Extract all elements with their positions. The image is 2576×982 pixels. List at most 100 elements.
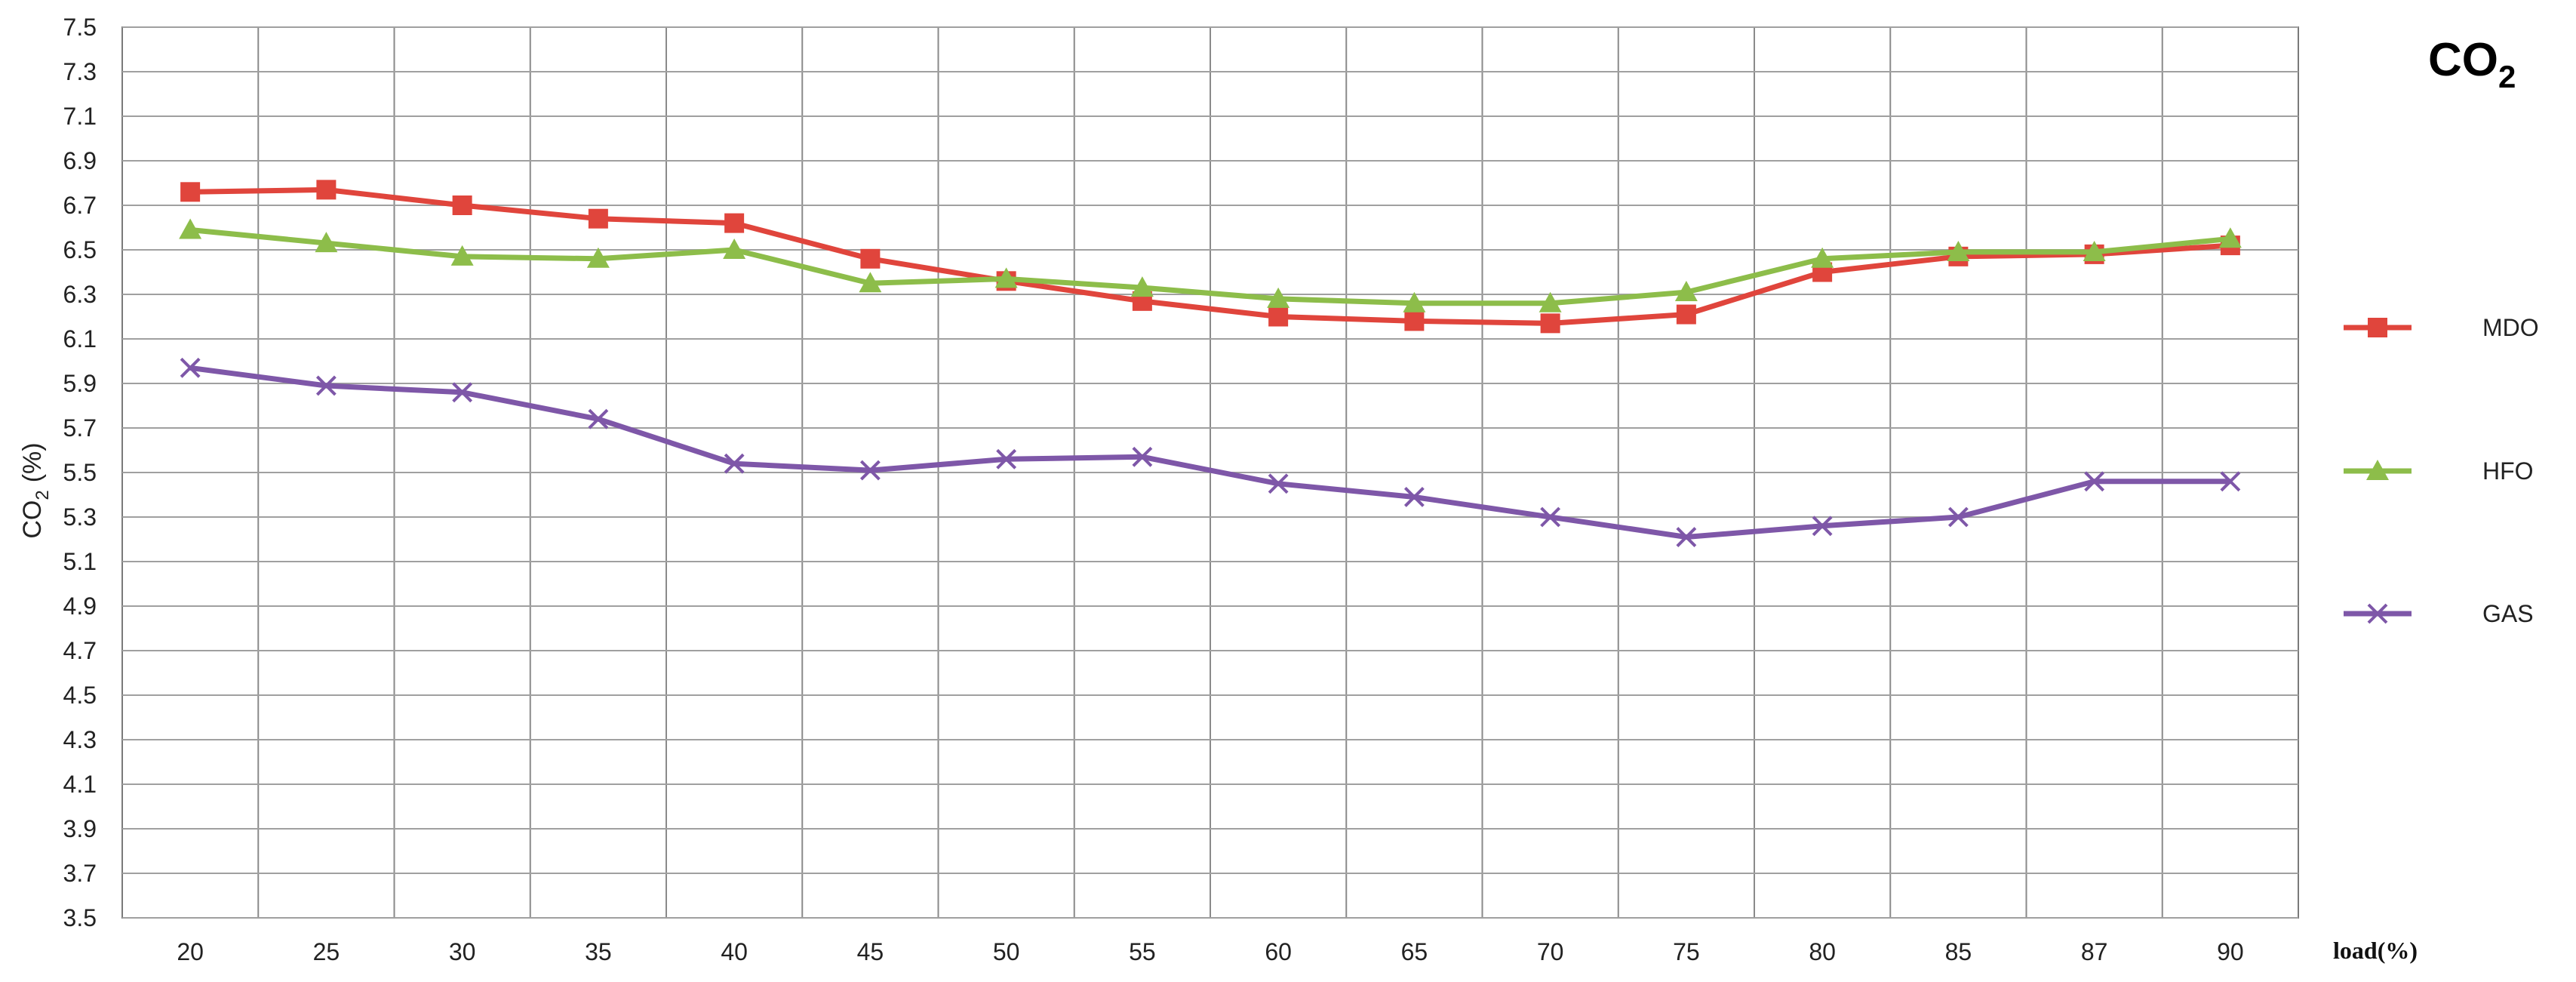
legend-item-mdo: MDO [2344, 314, 2539, 341]
legend-label-mdo: MDO [2482, 314, 2539, 341]
y-tick-label: 5.3 [63, 503, 97, 531]
y-tick-label: 4.7 [63, 637, 97, 664]
data-point-hfo [1674, 281, 1698, 302]
legend-marker-gas [2367, 603, 2388, 624]
data-point-hfo [2218, 227, 2242, 248]
y-tick-label: 7.5 [63, 14, 97, 41]
data-point-mdo [588, 208, 608, 229]
data-point-gas [1947, 506, 1969, 528]
data-point-gas [2084, 471, 2105, 492]
x-tick-label: 55 [1129, 938, 1156, 965]
data-point-gas [588, 408, 609, 429]
x-tick-label: 60 [1265, 938, 1292, 965]
y-axis-label-sub: 2 [32, 490, 53, 500]
y-tick-label: 6.3 [63, 281, 97, 308]
y-axis-label: CO2 (%) [18, 442, 53, 538]
data-point-mdo [1676, 304, 1696, 325]
data-point-hfo [586, 247, 610, 268]
data-point-gas [452, 382, 473, 403]
y-tick-label: 3.9 [63, 815, 97, 842]
data-point-gas [1540, 506, 1561, 528]
x-tick-label: 40 [721, 938, 748, 965]
data-point-hfo [1267, 287, 1290, 308]
data-point-hfo [2083, 240, 2106, 261]
data-point-gas [2220, 471, 2241, 492]
x-tick-label: 70 [1537, 938, 1564, 965]
data-point-hfo [1539, 291, 1562, 312]
series-hfo [179, 218, 2242, 312]
data-point-hfo [450, 245, 474, 266]
series-lines [179, 180, 2242, 547]
data-point-mdo [1540, 313, 1560, 334]
data-point-hfo [1811, 247, 1834, 268]
legend-marker-hfo [2366, 460, 2389, 480]
x-axis-label: load(%) [2333, 937, 2418, 964]
y-tick-label: 6.7 [63, 192, 97, 219]
y-tick-label: 6.5 [63, 236, 97, 263]
data-point-gas [724, 453, 745, 474]
legend: MDO HFO GAS [2344, 314, 2539, 627]
y-tick-label: 4.5 [63, 682, 97, 709]
y-axis-label-main: CO [18, 500, 47, 539]
x-tick-label: 25 [313, 938, 340, 965]
y-tick-label: 5.9 [63, 370, 97, 397]
data-point-hfo [315, 232, 338, 253]
data-point-hfo [723, 239, 746, 259]
data-point-hfo [859, 272, 882, 293]
data-point-mdo [180, 182, 201, 202]
y-tick-label: 6.1 [63, 325, 97, 352]
y-tick-label: 4.9 [63, 593, 97, 620]
x-tick-label: 65 [1401, 938, 1428, 965]
legend-item-hfo: HFO [2344, 457, 2534, 485]
data-point-gas [1132, 446, 1153, 467]
y-tick-label: 3.5 [63, 904, 97, 931]
x-tick-label: 75 [1673, 938, 1700, 965]
legend-label-gas: GAS [2482, 600, 2534, 627]
data-point-mdo [724, 213, 745, 233]
x-tick-label: 30 [449, 938, 476, 965]
data-point-mdo [860, 248, 881, 269]
chart-title: CO2 [2428, 34, 2516, 94]
x-tick-label: 87 [2081, 938, 2108, 965]
data-point-hfo [1130, 276, 1154, 297]
data-point-hfo [179, 218, 202, 239]
y-tick-label: 5.5 [63, 459, 97, 486]
series-line-hfo [189, 227, 2231, 306]
series-gas [180, 357, 2241, 547]
data-point-gas [180, 357, 201, 378]
legend-marker-mdo [2368, 318, 2387, 337]
y-tick-label: 3.7 [63, 860, 97, 887]
series-line-gas [189, 365, 2230, 540]
x-tick-label: 85 [1945, 938, 1972, 965]
y-tick-label: 5.7 [63, 414, 97, 442]
data-point-gas [1812, 516, 1833, 537]
data-point-mdo [452, 195, 472, 215]
data-point-gas [996, 448, 1017, 469]
x-tick-label: 35 [585, 938, 612, 965]
legend-item-gas: GAS [2344, 600, 2534, 627]
data-point-hfo [1947, 240, 1970, 261]
y-axis-label-unit: (%) [18, 442, 47, 482]
y-tick-label: 4.1 [63, 771, 97, 798]
y-tick-label: 7.1 [63, 103, 97, 130]
grid-lines [121, 26, 2299, 919]
data-point-mdo [316, 180, 337, 200]
data-point-gas [1676, 527, 1697, 547]
x-tick-label: 20 [177, 938, 204, 965]
y-tick-label: 5.1 [63, 548, 97, 575]
y-axis-ticks: 3.5 3.7 3.9 4.1 4.3 4.5 4.7 4.9 5.1 5.3 5.5 5.7 5.9 6… [63, 14, 97, 931]
data-point-gas [315, 375, 337, 396]
data-point-hfo [1403, 291, 1426, 312]
x-tick-label: 45 [857, 938, 884, 965]
y-tick-label: 7.3 [63, 58, 97, 85]
x-tick-label: 50 [993, 938, 1020, 965]
chart-title-sub: 2 [2498, 59, 2516, 94]
data-point-mdo [1268, 306, 1289, 327]
series-line-mdo [190, 186, 2231, 326]
y-tick-label: 6.9 [63, 147, 97, 174]
data-point-mdo [1404, 311, 1425, 331]
legend-label-hfo: HFO [2482, 457, 2534, 485]
data-point-gas [1268, 473, 1289, 494]
data-point-hfo [994, 267, 1018, 288]
